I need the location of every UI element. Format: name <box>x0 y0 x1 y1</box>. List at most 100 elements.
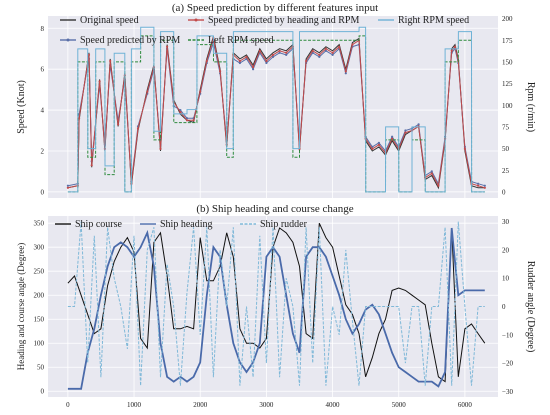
panel-a-speed: (a) Speed prediction by different featur… <box>16 2 536 198</box>
ytick-label: 200 <box>34 292 45 300</box>
ytick-label: 50 <box>37 364 45 372</box>
data-point <box>87 53 91 57</box>
panel-b-plot-area <box>48 216 498 397</box>
ytick-label: 2 <box>41 147 45 155</box>
data-point <box>430 172 433 175</box>
y2tick-label: 125 <box>502 80 513 88</box>
panel-b-y2label: Rudder angle (Degree) <box>525 261 536 353</box>
panel-a-y2label: Rpm (r/min) <box>525 82 536 132</box>
panel-b-legend: Ship course Ship heading Ship rudder <box>55 219 308 230</box>
data-point <box>430 170 433 173</box>
y2tick-label: 0 <box>502 188 506 196</box>
data-point <box>252 68 255 71</box>
data-point <box>136 127 140 130</box>
y2tick-label: 50 <box>502 145 510 153</box>
data-point <box>265 59 268 63</box>
data-point <box>109 59 112 63</box>
data-point <box>331 51 334 54</box>
data-point <box>344 72 347 75</box>
data-point <box>278 49 281 52</box>
xtick-label: 0 <box>66 401 70 409</box>
data-point <box>219 70 222 73</box>
panel-a-series <box>66 26 486 193</box>
data-point <box>90 164 93 167</box>
data-point <box>146 90 149 93</box>
panel-b-title: (b) Ship heading and course change <box>196 203 353 215</box>
y2tick-label: −20 <box>502 360 513 368</box>
legend-label: Left RPM speed <box>208 35 274 46</box>
data-point <box>271 53 275 57</box>
data-point <box>483 184 486 187</box>
data-point <box>483 186 486 189</box>
data-point <box>338 45 341 48</box>
xtick-label: 1000 <box>127 401 142 409</box>
xtick-label: 5000 <box>392 401 407 409</box>
data-point <box>351 43 354 46</box>
data-point <box>98 80 101 83</box>
y2tick-label: 10 <box>502 275 510 283</box>
data-point <box>453 45 457 48</box>
data-point <box>463 147 466 150</box>
data-point <box>331 53 334 57</box>
panel-a-legend: Original speed Speed predicted by RPM Spee… <box>60 15 469 46</box>
data-point <box>404 129 407 132</box>
data-point <box>391 135 394 138</box>
data-point <box>344 70 347 73</box>
data-point <box>404 131 407 134</box>
data-point <box>477 182 480 185</box>
data-point <box>417 123 420 126</box>
y2tick-label: 20 <box>502 246 510 254</box>
data-point <box>238 59 241 63</box>
ytick-label: 4 <box>41 107 45 115</box>
data-point <box>324 49 327 52</box>
data-point <box>271 55 275 59</box>
data-point <box>66 186 69 189</box>
data-point <box>324 47 327 50</box>
ytick-label: 300 <box>34 244 45 252</box>
data-point <box>192 119 195 122</box>
ytick-label: 6 <box>41 66 45 74</box>
ytick-label: 250 <box>34 268 45 276</box>
xtick-label: 4000 <box>326 401 341 409</box>
ytick-label: 350 <box>34 220 45 228</box>
y2tick-label: 75 <box>502 123 510 131</box>
ytick-label: 0 <box>41 188 45 196</box>
xtick-label: 3000 <box>259 401 274 409</box>
ytick-label: 8 <box>41 25 45 33</box>
data-point <box>245 55 248 59</box>
y2tick-label: 100 <box>502 102 513 110</box>
data-point <box>305 59 308 63</box>
data-point <box>258 49 261 52</box>
y2tick-label: −30 <box>502 388 513 396</box>
y2tick-label: 150 <box>502 58 513 66</box>
legend-label: Ship rudder <box>260 219 308 230</box>
panel-a-plot-area <box>48 16 498 198</box>
data-point <box>377 141 380 144</box>
data-point <box>159 147 162 150</box>
y2tick-label: 25 <box>502 167 510 175</box>
data-point <box>437 184 440 187</box>
y2tick-label: 175 <box>502 37 513 45</box>
legend-label: Original speed <box>80 15 139 26</box>
legend-label: Speed predicted by heading and RPM <box>208 15 359 26</box>
legend-label: Ship heading <box>160 219 213 230</box>
y2tick-label: 200 <box>502 15 513 23</box>
xtick-label: 2000 <box>193 401 208 409</box>
legend-marker <box>66 38 70 42</box>
panel-a-title: (a) Speed prediction by different featur… <box>172 2 378 14</box>
y2tick-label: −10 <box>502 331 513 339</box>
data-point <box>450 49 453 52</box>
panel-b-series <box>67 221 486 390</box>
xtick-label: 6000 <box>458 401 473 409</box>
data-point <box>179 111 182 114</box>
data-point <box>166 45 169 48</box>
y2tick-label: 0 <box>502 303 506 311</box>
data-point <box>265 61 268 65</box>
data-point <box>185 117 189 120</box>
ytick-label: 100 <box>34 340 45 348</box>
legend-label: Speed predicted by RPM <box>80 35 180 46</box>
data-point <box>391 137 394 140</box>
series-line-ship-rudder <box>67 221 485 386</box>
